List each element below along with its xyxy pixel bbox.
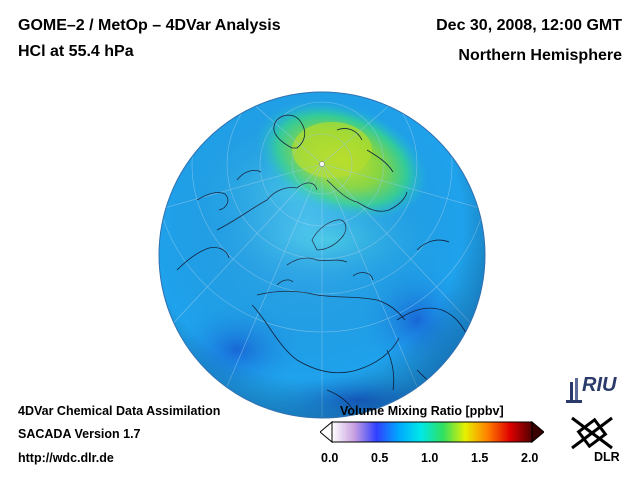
colorbar-tick-label: 1.0 bbox=[421, 451, 439, 465]
footer-link-url[interactable]: http://wdc.dlr.de bbox=[18, 451, 114, 465]
colorbar bbox=[320, 420, 544, 444]
map-title: GOME–2 / MetOp – 4DVar Analysis bbox=[18, 17, 281, 34]
date-label: Dec 30, 2008, 12:00 GMT bbox=[436, 17, 622, 34]
dlr-logo-text: DLR bbox=[594, 450, 620, 464]
colorbar-tick-label: 1.5 bbox=[471, 451, 489, 465]
footer-line-assimilation: 4DVar Chemical Data Assimilation bbox=[18, 404, 221, 418]
colorbar-tick-label: 0.5 bbox=[371, 451, 389, 465]
colorbar-over-arrow bbox=[531, 420, 544, 444]
colorbar-tick-label: 0.0 bbox=[321, 451, 339, 465]
colorbar-tick-label: 2.0 bbox=[521, 451, 539, 465]
colorbar-under-arrow bbox=[320, 420, 333, 444]
hemisphere-label: Northern Hemisphere bbox=[458, 47, 622, 64]
hcl-field bbox=[159, 92, 485, 418]
riu-logo bbox=[566, 378, 582, 403]
map-subtitle: HCl at 55.4 hPa bbox=[18, 43, 134, 60]
footer-line-version: SACADA Version 1.7 bbox=[18, 427, 141, 441]
dlr-logo bbox=[571, 416, 613, 450]
riu-logo-text: RIU bbox=[582, 374, 617, 396]
globe-map bbox=[158, 91, 486, 419]
colorbar-title: Volume Mixing Ratio [ppbv] bbox=[340, 404, 504, 418]
colorbar-scale bbox=[331, 421, 533, 443]
